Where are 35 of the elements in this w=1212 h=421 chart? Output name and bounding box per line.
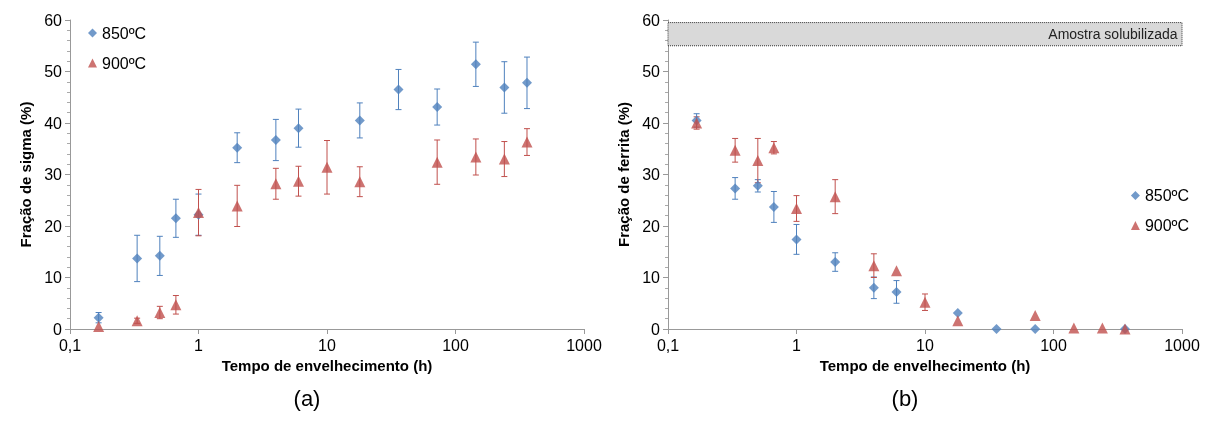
y-tick-label: 40: [44, 114, 63, 132]
y-tick-label: 50: [642, 63, 661, 80]
y-axis-title: Fração de sigma (%): [17, 101, 35, 248]
y-tick-label: 40: [642, 114, 661, 132]
y-tick-label: 0: [53, 320, 63, 338]
y-tick-label: 60: [44, 11, 63, 29]
x-tick-label: 1000: [566, 336, 602, 354]
text: (b): [891, 385, 919, 411]
x-tick-label: 10: [916, 336, 934, 354]
x-tick-label: 10: [318, 336, 336, 354]
y-tick-label: 30: [44, 166, 63, 183]
x-tick-label: 1000: [1164, 336, 1200, 354]
y-axis-title: Fração de ferrita (%): [615, 101, 633, 248]
y-tick-label: 60: [642, 11, 661, 29]
y-tick-label: 30: [642, 166, 661, 183]
y-tick-label: 20: [44, 217, 63, 235]
y-tick-label: 20: [642, 217, 661, 235]
legend-label: 900ºC: [102, 54, 147, 72]
legend-label: 850ºC: [102, 24, 147, 42]
x-tick-label: 100: [1040, 336, 1067, 354]
y-tick-label: 0: [651, 320, 661, 338]
x-tick-label: 1: [194, 336, 204, 354]
band-label: Amostra solubilizada: [1048, 26, 1178, 43]
x-tick-label: 0,1: [58, 336, 82, 354]
x-axis-title: Tempo de envelhecimento (h): [221, 356, 433, 374]
y-tick-label: 10: [642, 269, 661, 286]
legend-label: 850ºC: [1144, 187, 1189, 204]
x-tick-label: 0,1: [656, 336, 680, 354]
x-tick-label: 1: [792, 336, 802, 354]
text: (a): [293, 385, 321, 411]
y-tick-label: 50: [44, 63, 63, 80]
x-axis-title: Tempo de envelhecimento (h): [819, 356, 1031, 374]
x-tick-label: 100: [442, 336, 469, 354]
y-tick-label: 10: [44, 269, 63, 286]
legend-label: 900ºC: [1144, 217, 1189, 234]
